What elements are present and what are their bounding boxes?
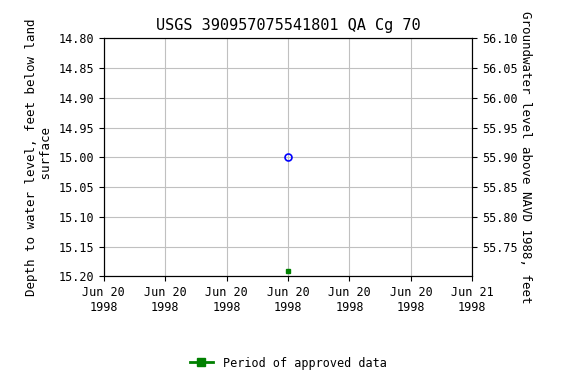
Title: USGS 390957075541801 QA Cg 70: USGS 390957075541801 QA Cg 70 — [156, 18, 420, 33]
Legend: Period of approved data: Period of approved data — [185, 352, 391, 374]
Y-axis label: Groundwater level above NAVD 1988, feet: Groundwater level above NAVD 1988, feet — [518, 11, 532, 304]
Y-axis label: Depth to water level, feet below land
 surface: Depth to water level, feet below land su… — [25, 19, 53, 296]
